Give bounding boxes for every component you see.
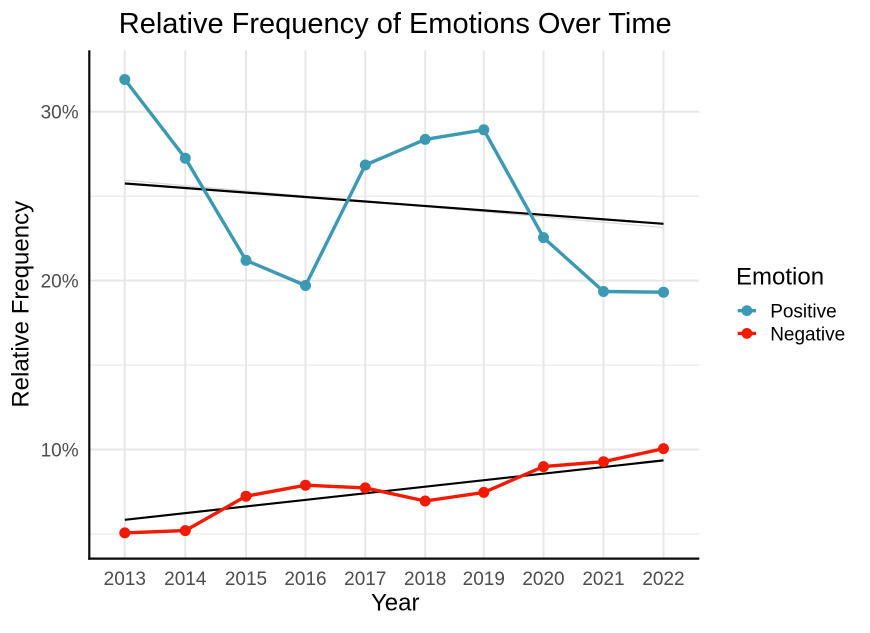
- svg-text:Emotion: Emotion: [736, 264, 824, 291]
- svg-text:2015: 2015: [225, 569, 267, 590]
- svg-text:2018: 2018: [404, 569, 446, 590]
- svg-text:Relative Frequency of Emotions: Relative Frequency of Emotions Over Time: [119, 8, 672, 40]
- svg-text:2021: 2021: [582, 569, 624, 590]
- svg-text:2013: 2013: [104, 569, 146, 590]
- svg-text:Negative: Negative: [770, 324, 845, 345]
- svg-text:2019: 2019: [463, 569, 505, 590]
- svg-text:2020: 2020: [522, 569, 564, 590]
- svg-text:Year: Year: [371, 590, 420, 617]
- svg-text:30%: 30%: [41, 103, 79, 124]
- svg-text:10%: 10%: [41, 440, 79, 461]
- svg-text:20%: 20%: [41, 272, 79, 293]
- svg-text:Relative Frequency: Relative Frequency: [8, 201, 35, 408]
- svg-text:2014: 2014: [164, 569, 207, 590]
- svg-text:2022: 2022: [642, 569, 684, 590]
- svg-text:2017: 2017: [344, 569, 386, 590]
- svg-text:Positive: Positive: [770, 302, 837, 323]
- svg-text:2016: 2016: [284, 569, 326, 590]
